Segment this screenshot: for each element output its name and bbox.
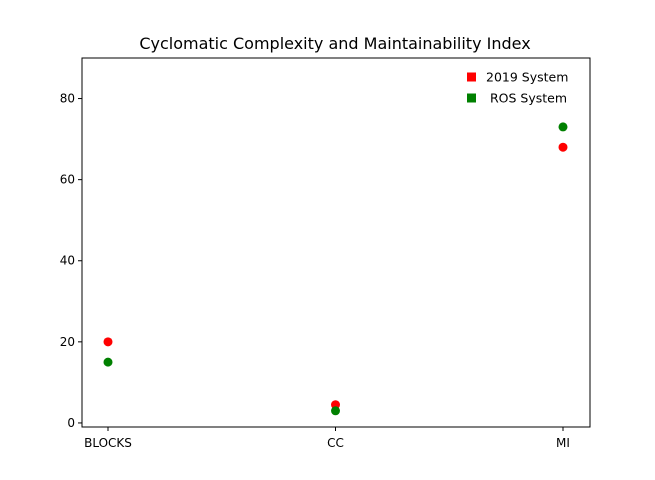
y-tick-label: 40 bbox=[60, 254, 75, 268]
data-point bbox=[331, 406, 340, 416]
y-tick-label: 20 bbox=[60, 335, 75, 349]
legend-marker bbox=[467, 93, 476, 103]
x-tick-label: MI bbox=[556, 436, 570, 450]
data-point bbox=[558, 142, 568, 152]
data-point bbox=[103, 357, 113, 367]
plot-area: 0 20 40 60 80 BLOCKS CC MI bbox=[60, 57, 591, 450]
x-tick-label: CC bbox=[327, 436, 344, 450]
legend: 2019 System ROS System bbox=[467, 70, 568, 106]
x-tick-label: BLOCKS bbox=[84, 436, 132, 450]
y-tick-label: 0 bbox=[67, 416, 75, 430]
y-tick-label: 60 bbox=[60, 173, 75, 187]
chart-title: Cyclomatic Complexity and Maintainabilit… bbox=[139, 34, 530, 53]
data-point bbox=[558, 122, 568, 132]
legend-label: 2019 System bbox=[486, 70, 568, 85]
legend-marker bbox=[467, 72, 476, 82]
data-point bbox=[103, 337, 113, 347]
legend-label: ROS System bbox=[486, 91, 567, 106]
y-tick-label: 80 bbox=[60, 92, 75, 106]
